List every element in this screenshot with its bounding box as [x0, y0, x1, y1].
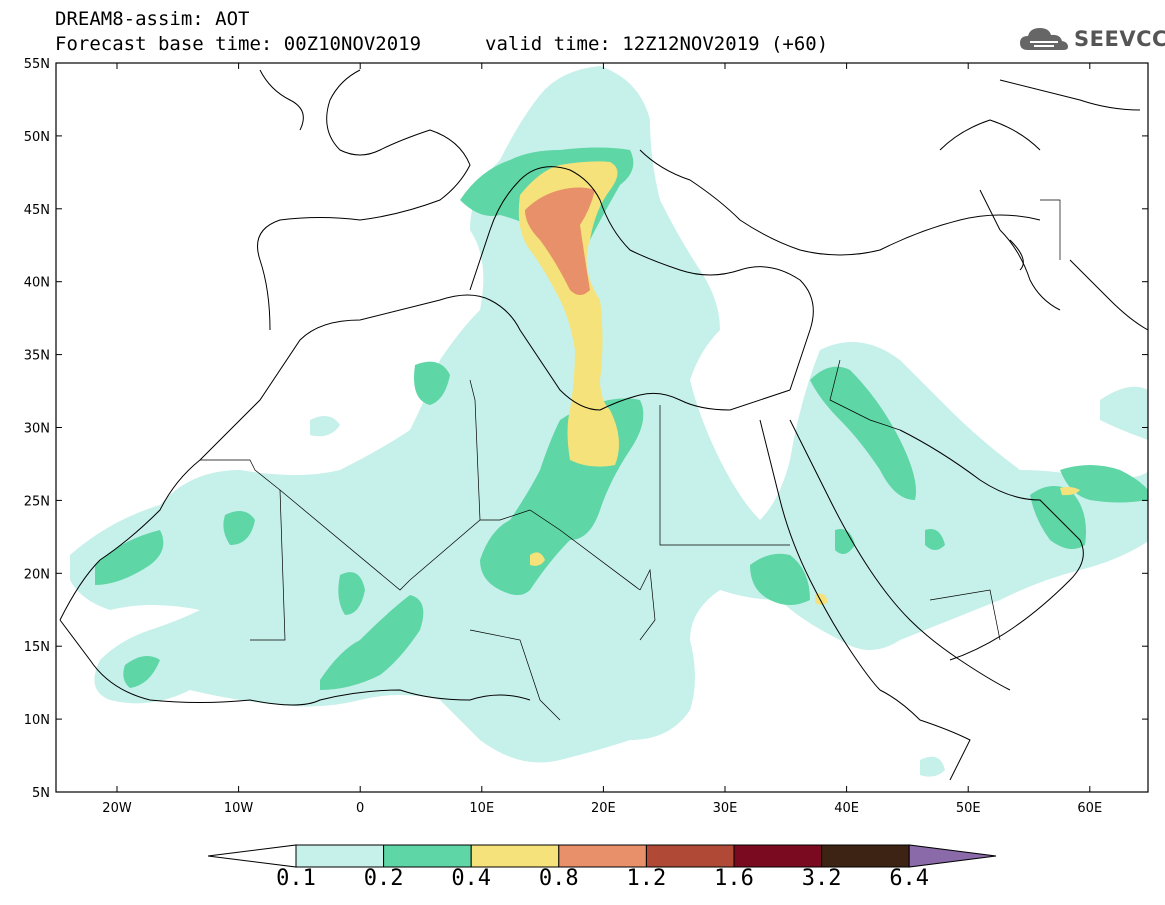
lon-label: 20E: [591, 801, 616, 816]
longitude-axis: 20W 10W 0 10E 20E 30E 40E 50E 60E: [102, 63, 1102, 816]
colorbar-label: 1.2: [626, 866, 667, 891]
colorbar-label: 0.2: [363, 866, 404, 891]
colorbar-swatch: [295, 844, 385, 868]
lat-label: 25N: [24, 494, 50, 509]
lon-label: 20W: [102, 801, 132, 816]
country-borders: [200, 199, 1061, 721]
lon-label: 30E: [713, 801, 738, 816]
lon-label: 0: [356, 801, 364, 816]
colorbar-label: 3.2: [801, 866, 842, 891]
lon-label: 50E: [956, 801, 981, 816]
lat-label: 40N: [24, 276, 50, 291]
base-time: Forecast base time: 00Z10NOV2019: [55, 33, 422, 55]
lon-label: 60E: [1077, 801, 1102, 816]
logo-text: SEEVCCC: [1074, 27, 1165, 51]
colorbar-label: 6.4: [889, 866, 930, 891]
colorbar-label: 0.1: [276, 866, 316, 891]
colorbar-label: 1.6: [714, 866, 754, 891]
colorbar-label: 0.8: [538, 866, 579, 891]
lat-label: 55N: [24, 57, 50, 72]
lat-label: 10N: [24, 713, 50, 728]
colorbar-swatch: [733, 844, 823, 868]
coastlines: [59, 69, 1148, 781]
cloud-icon: [1020, 28, 1068, 50]
lat-label: 20N: [24, 567, 50, 582]
lat-label: 15N: [24, 640, 50, 655]
colorbar-arrow-high: [908, 844, 997, 868]
lat-label: 45N: [24, 203, 50, 218]
colorbar-swatch: [383, 844, 472, 868]
lon-label: 40E: [834, 801, 859, 816]
colorbar-swatch: [821, 844, 910, 868]
colorbar-arrow-low: [207, 844, 297, 868]
aot-shading: [70, 66, 1148, 777]
colorbar-label: 0.4: [451, 866, 492, 891]
colorbar-swatch: [470, 844, 560, 868]
colorbar-swatch: [558, 844, 647, 868]
map-title: DREAM8-assim: AOT: [55, 8, 250, 30]
valid-time: valid time: 12Z12NOV2019 (+60): [485, 33, 829, 55]
lon-label: 10W: [224, 801, 254, 816]
lon-label: 10E: [469, 801, 494, 816]
lat-label: 30N: [24, 422, 50, 437]
latitude-axis: 55N 50N 45N 40N 35N 30N 25N 20N 15N 10N 5N: [24, 57, 1148, 801]
lat-label: 5N: [32, 786, 50, 801]
lat-label: 35N: [24, 349, 50, 364]
lat-label: 50N: [24, 130, 50, 145]
colorbar-swatch: [645, 844, 735, 868]
seevccc-logo: SEEVCCC: [1018, 24, 1165, 54]
colorbar: [207, 844, 997, 868]
